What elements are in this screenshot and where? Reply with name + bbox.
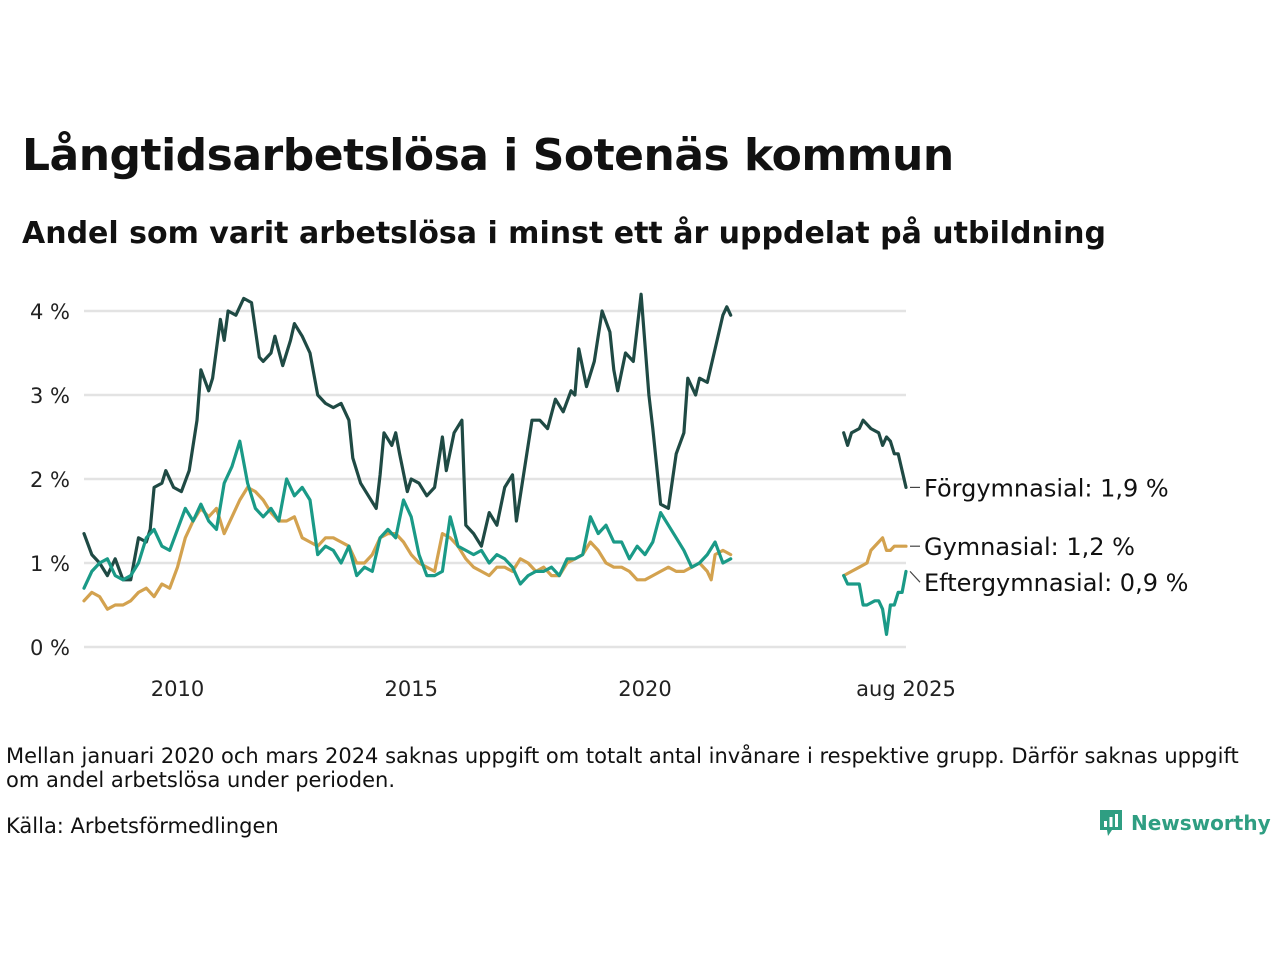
series-lines	[82, 292, 908, 636]
line-chart: 0 % 1 % 2 % 3 % 4 % 2010 2015 2020 aug 2025 För…	[30, 292, 1188, 700]
chart-source: Källa: Arbetsförmedlingen	[6, 814, 279, 838]
end-label-gymnasial: Gymnasial: 1,2 %	[924, 533, 1135, 561]
chart-note: Mellan januari 2020 och mars 2024 saknas…	[6, 744, 1239, 792]
y-tick-label: 3 %	[30, 384, 70, 408]
grid-lines	[84, 309, 906, 649]
end-label-eftergymnasial: Eftergymnasial: 0,9 %	[924, 569, 1188, 597]
end-label-förgymnasial: Förgymnasial: 1,9 %	[924, 474, 1169, 502]
newsworthy-logo-text: Newsworthy	[1131, 811, 1271, 835]
x-tick-label: 2020	[618, 677, 671, 700]
x-axis: 2010 2015 2020 aug 2025	[151, 677, 956, 700]
y-tick-label: 2 %	[30, 468, 70, 492]
y-tick-label: 1 %	[30, 552, 70, 576]
series-line-gymnasial	[842, 536, 908, 578]
x-tick-label: 2015	[385, 677, 438, 700]
newsworthy-logo: Newsworthy	[1098, 808, 1271, 838]
end-label-connector	[909, 570, 921, 583]
series-line-förgymnasial	[842, 418, 908, 489]
y-tick-label: 4 %	[30, 300, 70, 324]
chart-title: Långtidsarbetslösa i Sotenäs kommun	[22, 130, 954, 181]
x-tick-label: 2010	[151, 677, 204, 700]
series-line-eftergymnasial	[842, 569, 908, 636]
chart-subtitle: Andel som varit arbetslösa i minst ett å…	[22, 216, 1106, 251]
y-axis: 0 % 1 % 2 % 3 % 4 %	[30, 300, 70, 660]
end-labels: Förgymnasial: 1,9 % Gymnasial: 1,2 % Efter…	[909, 474, 1188, 597]
x-tick-label: aug 2025	[856, 677, 956, 700]
series-line-eftergymnasial	[82, 439, 733, 590]
y-tick-label: 0 %	[30, 636, 70, 660]
newsworthy-logo-icon	[1100, 810, 1122, 836]
series-line-förgymnasial	[82, 292, 733, 582]
